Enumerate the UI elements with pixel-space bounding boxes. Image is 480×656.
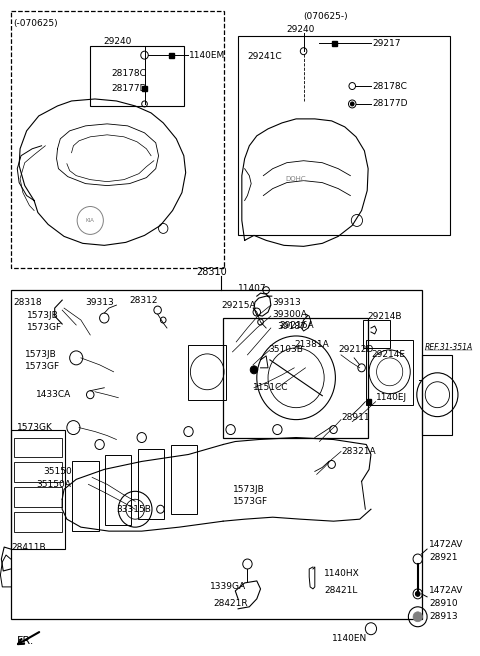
Text: 28178C: 28178C bbox=[112, 69, 147, 77]
Bar bbox=[169, 52, 174, 58]
Bar bbox=[142, 85, 147, 91]
Text: 33315B: 33315B bbox=[117, 504, 151, 514]
Bar bbox=[90, 46, 184, 106]
Text: 1472AV: 1472AV bbox=[429, 540, 463, 548]
Bar bbox=[13, 512, 62, 532]
Bar bbox=[238, 36, 450, 236]
Text: 29214B: 29214B bbox=[367, 312, 402, 321]
Text: 29216A: 29216A bbox=[279, 321, 314, 329]
Text: 1472AV: 1472AV bbox=[429, 586, 463, 596]
Text: 28177D: 28177D bbox=[373, 100, 408, 108]
Text: 1140EN: 1140EN bbox=[332, 634, 367, 643]
Bar bbox=[223, 318, 368, 438]
Text: 1573JB: 1573JB bbox=[25, 350, 57, 359]
Text: 28178C: 28178C bbox=[373, 81, 408, 91]
Text: 28321A: 28321A bbox=[341, 447, 376, 456]
Text: 39313: 39313 bbox=[85, 298, 114, 306]
Text: 29214E: 29214E bbox=[371, 350, 405, 359]
Text: 1140HX: 1140HX bbox=[324, 569, 360, 579]
Text: 28411B: 28411B bbox=[12, 543, 46, 552]
Text: 1573GF: 1573GF bbox=[26, 323, 62, 331]
Text: 1573JB: 1573JB bbox=[26, 310, 59, 319]
Text: 39187: 39187 bbox=[277, 321, 306, 331]
Bar bbox=[422, 355, 452, 434]
Text: 28911: 28911 bbox=[341, 413, 370, 422]
Text: 1433CA: 1433CA bbox=[36, 390, 71, 400]
Text: FR.: FR. bbox=[17, 636, 35, 646]
Text: REF.31-351A: REF.31-351A bbox=[425, 343, 473, 352]
Circle shape bbox=[250, 366, 258, 374]
Text: 11407: 11407 bbox=[238, 283, 267, 293]
Text: 28913: 28913 bbox=[429, 612, 457, 621]
Bar bbox=[13, 487, 62, 507]
Bar bbox=[11, 11, 224, 268]
Circle shape bbox=[350, 102, 354, 106]
Text: (-070625): (-070625) bbox=[13, 19, 58, 28]
Text: 1573GF: 1573GF bbox=[25, 362, 60, 371]
Text: 1573JB: 1573JB bbox=[232, 485, 264, 494]
Text: 39300A: 39300A bbox=[273, 310, 308, 319]
Text: 28421R: 28421R bbox=[214, 600, 248, 608]
Text: 28310: 28310 bbox=[196, 267, 227, 277]
Text: (070625-): (070625-) bbox=[303, 12, 348, 21]
Text: 1151CC: 1151CC bbox=[253, 383, 288, 392]
Bar bbox=[366, 340, 413, 405]
Text: 1573GK: 1573GK bbox=[17, 423, 53, 432]
Circle shape bbox=[413, 612, 422, 622]
Text: 1140EM: 1140EM bbox=[190, 51, 226, 60]
Circle shape bbox=[415, 591, 420, 596]
Text: KIA: KIA bbox=[86, 218, 95, 223]
Text: 1339GA: 1339GA bbox=[210, 583, 246, 592]
Bar bbox=[11, 430, 65, 549]
Text: DOHC: DOHC bbox=[286, 176, 306, 182]
Text: 1573GF: 1573GF bbox=[232, 497, 267, 506]
Text: 28318: 28318 bbox=[13, 298, 42, 306]
Text: 28910: 28910 bbox=[429, 600, 457, 608]
Text: 29240: 29240 bbox=[287, 25, 315, 33]
Text: 28177D: 28177D bbox=[112, 83, 147, 92]
Text: 28312: 28312 bbox=[130, 296, 158, 304]
Bar bbox=[171, 445, 197, 514]
Bar bbox=[13, 462, 62, 482]
Bar bbox=[367, 400, 372, 404]
Text: 29212D: 29212D bbox=[338, 346, 373, 354]
Text: 28921: 28921 bbox=[429, 552, 457, 562]
Bar bbox=[332, 41, 337, 46]
Text: 28421L: 28421L bbox=[324, 586, 358, 596]
Bar bbox=[72, 461, 99, 531]
Text: 29240: 29240 bbox=[103, 37, 132, 46]
Bar bbox=[138, 449, 164, 519]
Text: 39313: 39313 bbox=[273, 298, 301, 306]
Text: 1140EJ: 1140EJ bbox=[376, 393, 407, 402]
Text: 29215A: 29215A bbox=[221, 300, 256, 310]
Bar bbox=[13, 438, 62, 457]
Text: 35150A: 35150A bbox=[36, 480, 71, 489]
Text: 29217: 29217 bbox=[373, 39, 401, 48]
Text: 35103B: 35103B bbox=[268, 346, 303, 354]
Text: 21381A: 21381A bbox=[294, 340, 329, 350]
Bar bbox=[11, 290, 422, 619]
Bar bbox=[363, 320, 390, 348]
Text: 35150: 35150 bbox=[44, 467, 72, 476]
Bar bbox=[189, 345, 226, 400]
Text: 29241C: 29241C bbox=[248, 52, 282, 60]
Bar bbox=[105, 455, 132, 525]
